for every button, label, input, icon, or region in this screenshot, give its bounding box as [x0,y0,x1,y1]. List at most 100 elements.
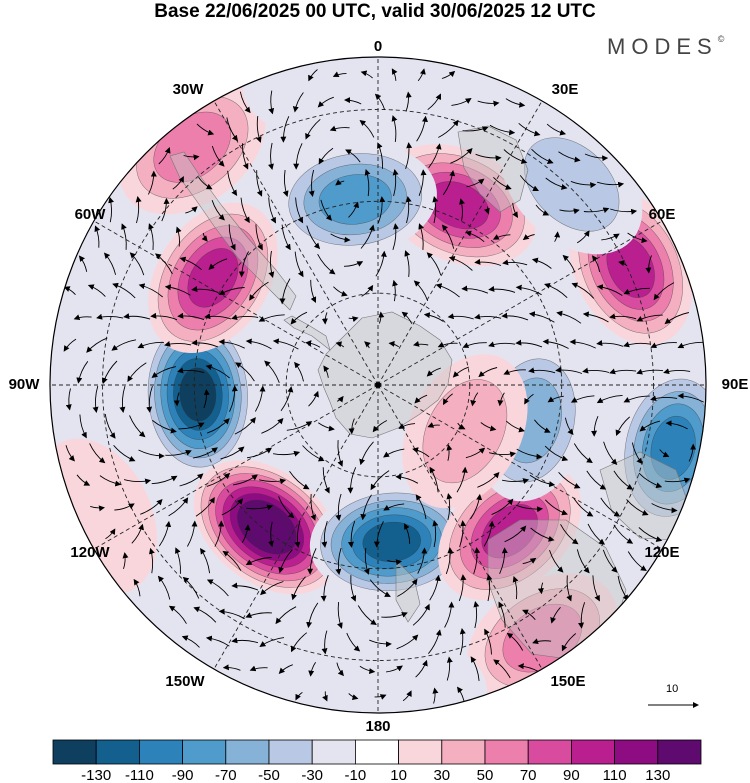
wind-arrow [245,338,272,350]
wind-arrow [133,578,141,597]
wind-arrow [519,175,539,192]
wind-arrow [535,204,550,216]
wind-arrow [532,638,552,645]
wind-arrow [587,523,605,545]
wind-arrow [493,659,511,679]
wind-arrow [372,420,388,433]
wind-arrow [65,388,72,411]
wind-arrow [256,170,263,197]
wind-arrow [504,525,527,543]
wind-arrow [426,367,441,377]
wind-arrow [92,385,99,413]
wind-arrow [451,98,472,106]
anomaly-center [242,57,406,136]
wind-arrow [204,313,232,320]
wind-arrow [208,258,228,270]
wind-arrow [203,389,210,409]
wind-arrow [332,71,347,77]
wind-arrow [177,312,205,321]
wind-arrow [113,445,136,462]
wind-arrow [310,494,316,521]
wind-arrow [131,523,144,544]
wind-arrow [457,422,466,430]
wind-arrow [157,575,171,600]
wind-arrow [268,142,274,170]
wind-arrow [359,441,374,466]
wind-arrow [636,368,664,375]
wind-arrow [638,527,663,542]
wind-arrow [172,176,184,190]
wind-arrow [591,416,599,437]
wind-arrow [357,605,377,626]
wind-arrow [164,284,191,296]
wind-arrow [158,147,171,165]
wind-arrow [664,312,689,325]
wind-arrow [317,96,334,108]
colorbar-swatch [527,739,572,765]
wind-arrow [432,687,439,704]
wind-arrow [397,578,418,597]
wind-arrow [558,151,581,163]
wind-arrow [387,559,402,566]
wind-arrow [76,474,91,486]
anomaly-center [141,312,254,477]
wind-arrow [432,196,439,224]
wind-arrow [596,394,623,404]
wind-arrow [337,395,344,403]
wind-arrow [233,474,258,486]
wind-arrow [503,369,526,375]
wind-arrow [286,421,313,431]
wind-arrow [618,260,628,267]
wind-arrow [583,207,610,214]
wind-arrow [129,415,146,438]
wind-arrow [478,367,498,378]
wind-arrow [105,528,116,540]
longitude-label: 180 [365,718,391,735]
wind-arrow [459,520,467,548]
wind-arrow [335,341,345,348]
wind-arrow [337,440,343,467]
wind-arrow [488,341,516,348]
wind-arrow [560,524,579,545]
wind-arrow [291,576,306,601]
wind-arrow [307,548,317,575]
wind-arrow [89,443,106,464]
wind-arrow [415,494,427,520]
wind-arrow [524,393,534,405]
longitude-label: 30E [551,81,579,98]
wind-arrow [470,656,480,681]
wind-arrow [323,365,330,378]
wind-arrow [175,226,182,247]
colorbar-tick-label: 70 [520,767,537,783]
wind-arrow [462,342,487,348]
longitude-label: 90E [721,376,749,393]
wind-arrow [196,123,215,136]
wind-arrow [596,181,625,188]
colorbar-swatch [311,739,356,765]
wind-arrow [414,394,428,404]
wind-arrow [522,557,537,565]
wind-arrow [211,145,225,167]
wind-arrow [245,557,272,565]
wind-arrow [392,223,399,251]
wind-arrow [498,601,506,628]
wind-arrow [423,312,444,322]
wind-arrow [294,520,301,548]
wind-arrow [428,629,442,654]
wind-arrow [515,339,543,348]
wind-arrow [335,547,342,575]
wind-arrow [79,414,87,439]
wind-arrow [488,451,517,458]
wind-arrow [615,416,630,437]
wind-arrow [195,496,215,517]
wind-arrow [182,576,200,599]
wind-arrow [627,551,647,572]
wind-arrow [151,366,176,379]
wind-arrow [438,119,459,138]
wind-arrow [249,281,269,301]
wind-arrow [441,70,456,79]
wind-arrow [446,656,453,681]
wind-arrow [544,445,569,462]
wind-arrow [154,253,173,275]
wind-arrow [369,639,392,648]
